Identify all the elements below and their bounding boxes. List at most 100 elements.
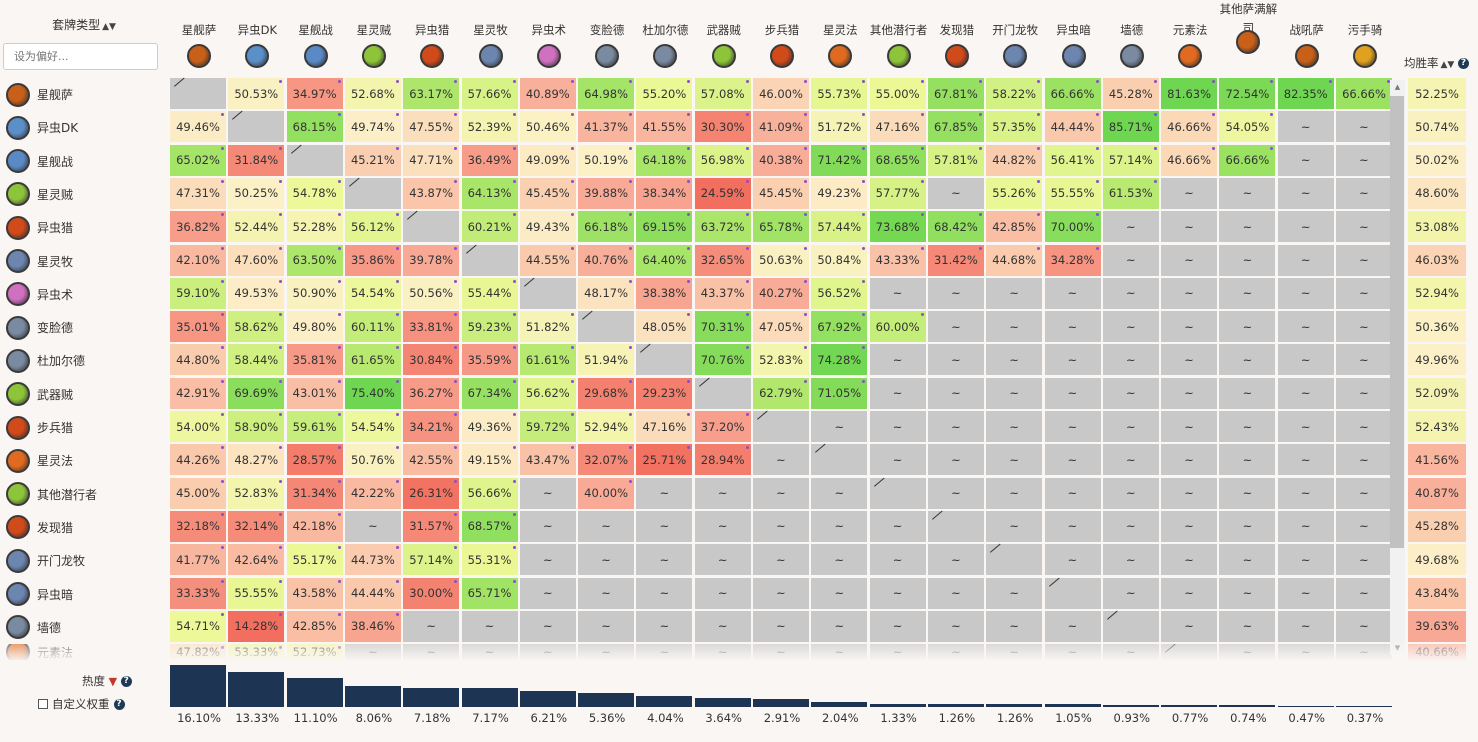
no-data-cell[interactable]: ~ [1161, 244, 1218, 276]
no-data-cell[interactable]: ~ [927, 577, 984, 609]
no-data-cell[interactable]: ~ [986, 610, 1043, 642]
no-data-cell[interactable]: ~ [1161, 544, 1218, 576]
no-data-cell[interactable]: ~ [927, 277, 984, 309]
no-data-cell[interactable]: ~ [1219, 177, 1276, 209]
column-header[interactable]: 星灵牧 [462, 14, 520, 80]
matchup-cell[interactable]: 56.98% [694, 144, 751, 176]
matchup-cell[interactable]: 67.85% [927, 111, 984, 143]
matchup-cell[interactable]: 42.85% [286, 610, 343, 642]
no-data-cell[interactable]: ~ [986, 311, 1043, 343]
matchup-cell[interactable]: 31.84% [228, 144, 285, 176]
matchup-cell[interactable]: 45.28% [1102, 78, 1159, 109]
no-data-cell[interactable]: ~ [869, 444, 926, 476]
sort-icon[interactable]: ▲▼ [1440, 60, 1455, 70]
matchup-cell[interactable]: 52.39% [461, 111, 518, 143]
matchup-cell[interactable]: 60.11% [344, 311, 401, 343]
no-data-cell[interactable]: ~ [869, 411, 926, 442]
no-data-cell[interactable]: ~ [1336, 344, 1392, 376]
matchup-cell[interactable]: 47.71% [403, 144, 460, 176]
no-data-cell[interactable]: ~ [1336, 577, 1392, 609]
no-data-cell[interactable]: ~ [869, 277, 926, 309]
matchup-cell[interactable]: 42.64% [228, 544, 285, 576]
matchup-cell[interactable]: 56.52% [811, 277, 868, 309]
matchup-cell[interactable]: 42.55% [403, 444, 460, 476]
matchup-cell[interactable]: 40.89% [519, 78, 576, 109]
no-data-cell[interactable]: ~ [636, 477, 693, 509]
column-header[interactable]: 元素法 [1161, 14, 1219, 80]
matchup-cell[interactable]: 45.21% [344, 144, 401, 176]
matchup-cell[interactable]: 41.55% [636, 111, 693, 143]
no-data-cell[interactable]: ~ [986, 477, 1043, 509]
mirror-cell[interactable] [519, 277, 576, 309]
no-data-cell[interactable]: ~ [1336, 144, 1392, 176]
matchup-cell[interactable]: 38.34% [636, 177, 693, 209]
matchup-cell[interactable]: 44.80% [170, 344, 226, 376]
no-data-cell[interactable]: ~ [1044, 477, 1101, 509]
matchup-cell[interactable]: 35.59% [461, 344, 518, 376]
mirror-cell[interactable] [403, 211, 460, 243]
no-data-cell[interactable]: ~ [927, 610, 984, 642]
mirror-cell[interactable] [753, 411, 809, 442]
no-data-cell[interactable]: ~ [578, 577, 635, 609]
no-data-cell[interactable]: ~ [1336, 610, 1392, 642]
no-data-cell[interactable]: ~ [986, 510, 1043, 542]
matchup-cell[interactable]: 62.79% [753, 377, 809, 409]
no-data-cell[interactable]: ~ [986, 344, 1043, 376]
matchup-cell[interactable]: 69.69% [228, 377, 285, 409]
matchup-cell[interactable]: 31.34% [286, 477, 343, 509]
no-data-cell[interactable]: ~ [1219, 411, 1276, 442]
no-data-cell[interactable]: ~ [869, 344, 926, 376]
matchup-cell[interactable]: 45.45% [753, 177, 809, 209]
matchup-cell[interactable]: 58.62% [228, 311, 285, 343]
matchup-cell[interactable]: 30.30% [694, 111, 751, 143]
no-data-cell[interactable]: ~ [1277, 211, 1334, 243]
no-data-cell[interactable]: ~ [1161, 411, 1218, 442]
column-header[interactable]: 发现猎 [928, 14, 986, 80]
no-data-cell[interactable]: ~ [927, 544, 984, 576]
avg-winrate-header[interactable]: 均胜率 ▲▼ ? [1404, 55, 1469, 71]
no-data-cell[interactable]: ~ [811, 577, 868, 609]
no-data-cell[interactable]: ~ [1161, 377, 1218, 409]
matchup-cell[interactable]: 74.28% [811, 344, 868, 376]
matchup-cell[interactable]: 44.44% [1044, 111, 1101, 143]
column-header[interactable]: 步兵猎 [753, 14, 811, 80]
no-data-cell[interactable]: ~ [1161, 577, 1218, 609]
matchup-cell[interactable]: 68.57% [461, 510, 518, 542]
row-header[interactable]: 星舰萨 [0, 78, 168, 111]
scrollbar-thumb[interactable] [1390, 96, 1404, 548]
column-header[interactable]: 杜加尔德 [636, 14, 694, 80]
matchup-cell[interactable]: 39.78% [403, 244, 460, 276]
no-data-cell[interactable]: ~ [811, 610, 868, 642]
matchup-cell[interactable]: 43.37% [694, 277, 751, 309]
no-data-cell[interactable]: ~ [1102, 577, 1159, 609]
matchup-cell[interactable]: 56.66% [461, 477, 518, 509]
matchup-cell[interactable]: 56.62% [519, 377, 576, 409]
matchup-cell[interactable]: 54.00% [170, 411, 226, 442]
matchup-cell[interactable]: 52.44% [228, 211, 285, 243]
no-data-cell[interactable]: ~ [1219, 577, 1276, 609]
no-data-cell[interactable]: ~ [1336, 177, 1392, 209]
column-header[interactable]: 星灵贼 [345, 14, 403, 80]
no-data-cell[interactable]: ~ [519, 510, 576, 542]
matchup-cell[interactable]: 48.27% [228, 444, 285, 476]
matchup-cell[interactable]: 51.82% [519, 311, 576, 343]
no-data-cell[interactable]: ~ [1219, 311, 1276, 343]
matchup-cell[interactable]: 55.00% [869, 78, 926, 109]
matchup-cell[interactable]: 50.53% [228, 78, 285, 109]
matchup-cell[interactable]: 47.05% [753, 311, 809, 343]
matchup-cell[interactable]: 64.40% [636, 244, 693, 276]
mirror-cell[interactable] [986, 544, 1043, 576]
no-data-cell[interactable]: ~ [578, 544, 635, 576]
matchup-cell[interactable]: 63.72% [694, 211, 751, 243]
column-header[interactable]: 开门龙牧 [986, 14, 1044, 80]
matchup-cell[interactable]: 55.20% [636, 78, 693, 109]
matchup-cell[interactable]: 66.66% [1336, 78, 1392, 109]
matchup-cell[interactable]: 34.21% [403, 411, 460, 442]
matchup-cell[interactable]: 48.17% [578, 277, 635, 309]
no-data-cell[interactable]: ~ [1102, 477, 1159, 509]
matchup-cell[interactable]: 68.65% [869, 144, 926, 176]
no-data-cell[interactable]: ~ [1219, 477, 1276, 509]
no-data-cell[interactable]: ~ [1277, 610, 1334, 642]
row-header[interactable]: 发现猎 [0, 511, 168, 544]
no-data-cell[interactable]: ~ [1277, 277, 1334, 309]
